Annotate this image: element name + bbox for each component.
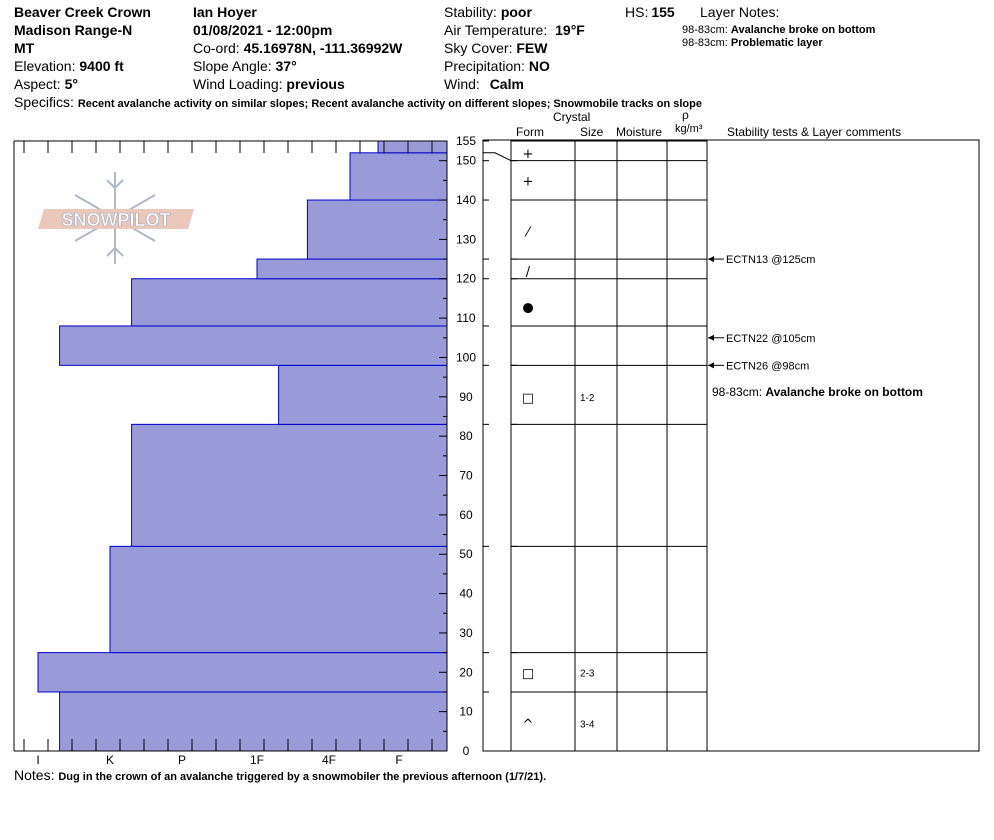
depth-tick-label: 140: [456, 193, 476, 207]
depth-tick-label: 70: [459, 469, 473, 483]
crystal-form: ^: [523, 717, 534, 732]
hardness-tick-label: I: [36, 753, 39, 767]
depth-tick-label: 80: [459, 429, 473, 443]
hardness-tick-label: P: [178, 753, 186, 767]
layer-note: 98-83cm: Avalanche broke on bottom: [682, 24, 876, 36]
crystal-form: +: [523, 147, 534, 162]
slope-angle: Slope Angle: 37°: [193, 58, 297, 74]
stability: Stability: poor: [444, 4, 532, 20]
depth-tick-label: 90: [459, 390, 473, 404]
wind: Wind: Calm: [444, 76, 524, 92]
depth-tick-label: 130: [456, 232, 476, 246]
stability-test-label: ECTN13 @125cm: [726, 254, 815, 266]
size-header: Size: [580, 125, 604, 139]
wind-loading: Wind Loading: previous: [193, 76, 345, 92]
hs: HS: 155: [625, 4, 675, 20]
crystal-size: 2-3: [580, 668, 595, 679]
table-frame: [482, 139, 980, 752]
elevation: Elevation: 9400 ft: [14, 58, 124, 74]
depth-tick-label: 0: [463, 744, 470, 758]
depth-tick-label: 20: [459, 665, 473, 679]
crystal-header: Crystal: [553, 110, 591, 124]
stability-test-label: ECTN22 @105cm: [726, 333, 815, 345]
depth-tick-label: 110: [456, 311, 475, 325]
hardness-bar: [109, 545, 448, 654]
hardness-bar: [131, 278, 448, 327]
depth-tick-label: 30: [459, 626, 473, 640]
depth-tick-label: 100: [456, 350, 476, 364]
moisture-header: Moisture: [616, 125, 663, 139]
sky-cover: Sky Cover: FEW: [444, 40, 548, 56]
hardness-bar: [59, 325, 448, 366]
hardness-bar: [59, 691, 448, 752]
depth-tick-label: 150: [456, 154, 476, 168]
location: Beaver Creek Crown: [14, 4, 151, 20]
layer-comment: 98-83cm: Avalanche broke on bottom: [712, 385, 923, 399]
hardness-tick-label: 1F: [250, 753, 264, 767]
depth-tick-label: 40: [459, 587, 473, 601]
depth-tick-label: 10: [459, 705, 473, 719]
hardness-bar: [278, 364, 448, 425]
hardness-bar: [349, 152, 448, 201]
crystal-size: 1-2: [580, 393, 595, 404]
rho-header: ρ: [682, 108, 689, 122]
depth-tick-label: 120: [456, 272, 476, 286]
crystal-form: □: [522, 666, 534, 681]
hardness-bar: [37, 652, 448, 693]
specifics: Specifics: Recent avalanche activity on …: [14, 94, 702, 110]
stability-test-arrowhead: [708, 362, 714, 369]
depth-tick-label: 60: [459, 508, 473, 522]
layer-note: 98-83cm: Problematic layer: [682, 37, 823, 49]
hardness-bar: [377, 140, 448, 154]
layer-comment-note: Avalanche broke on bottom: [765, 385, 923, 399]
layer-notes-label: Layer Notes:: [700, 4, 780, 20]
hardness-bar: [256, 258, 448, 280]
hardness-tick-label: K: [106, 753, 114, 767]
connector-line: [483, 152, 512, 162]
depth-tick-label: 50: [459, 547, 473, 561]
crystal-form: ⁄: [524, 226, 532, 241]
aspect: Aspect: 5°: [14, 76, 78, 92]
stability-test-label: ECTN26 @98cm: [726, 360, 809, 372]
crystal-form: +: [523, 174, 534, 189]
hardness-bar: [131, 423, 448, 547]
stability-test-arrowhead: [708, 256, 714, 263]
depth-tick-label: 155: [456, 134, 476, 148]
air-temperature: Air Temperature: 19°F: [444, 22, 585, 38]
state: MT: [14, 40, 35, 56]
notes: Notes: Dug in the crown of an avalanche …: [14, 767, 547, 783]
range: Madison Range-N: [14, 22, 133, 38]
stability-test-arrowhead: [708, 334, 714, 341]
crystal-form: ●: [522, 300, 533, 315]
snowpilot-logo-text: SNOWPILOT: [62, 210, 171, 230]
precipitation: Precipitation: NO: [444, 58, 550, 74]
hardness-tick-label: 4F: [322, 753, 336, 767]
hardness-bar: [306, 199, 448, 260]
coordinates: Co-ord: 45.16978N, -111.36992W: [193, 40, 403, 56]
crystal-form: /: [526, 265, 531, 280]
hardness-tick-label: F: [395, 753, 402, 767]
stability-tests-header: Stability tests & Layer comments: [727, 125, 902, 139]
form-header: Form: [516, 125, 544, 139]
crystal-size: 3-4: [580, 719, 595, 730]
observer: Ian Hoyer: [193, 4, 257, 20]
density-unit: kg/m³: [675, 123, 703, 135]
snowpilot-logo: [38, 172, 194, 264]
crystal-form: □: [522, 391, 534, 406]
datetime: 01/08/2021 - 12:00pm: [193, 22, 333, 38]
